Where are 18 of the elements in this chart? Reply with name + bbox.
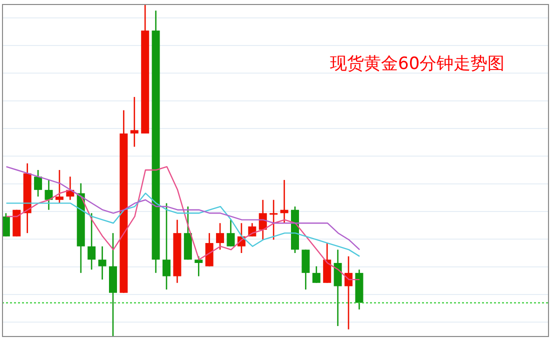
candlestick: [205, 232, 214, 267]
candlestick: [44, 179, 53, 210]
candlestick: [162, 202, 171, 290]
candlestick: [98, 246, 106, 280]
candlestick: [55, 169, 64, 204]
candlestick: [34, 169, 42, 198]
candlestick: [312, 266, 320, 284]
candlestick: [130, 96, 138, 148]
candlestick: [280, 179, 288, 224]
candlestick: [334, 249, 342, 327]
candlestick: [216, 222, 224, 250]
candlestick: [302, 249, 310, 290]
candlestick: [88, 212, 96, 270]
candlestick: [270, 199, 278, 240]
candlestick: [323, 242, 332, 284]
text: 现货黄金60分钟走势图: [330, 53, 505, 75]
candlestick: [194, 256, 203, 277]
candlestick: [226, 219, 235, 248]
